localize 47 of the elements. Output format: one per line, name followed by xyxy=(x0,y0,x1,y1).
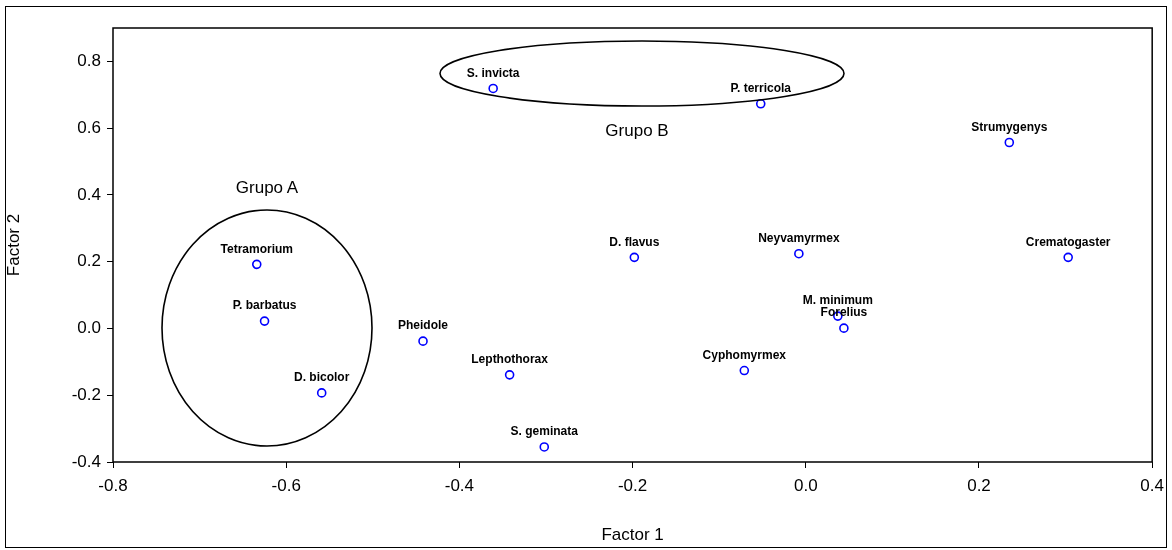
annotation: Forelius xyxy=(820,305,868,320)
x-tick-label: 0.4 xyxy=(1140,475,1164,495)
point xyxy=(794,248,804,259)
x-tick-label: 0.2 xyxy=(967,475,991,495)
annotation: D. flavus xyxy=(609,234,660,249)
point xyxy=(839,323,849,333)
annotation: P. barbatus xyxy=(232,298,297,313)
point xyxy=(629,252,640,263)
y-tick-label: -0.2 xyxy=(71,384,101,404)
annotation: P. terricola xyxy=(730,81,792,96)
point xyxy=(755,98,766,109)
annotation: Neyvamyrmex xyxy=(758,230,840,245)
point xyxy=(316,388,327,398)
point xyxy=(259,316,270,326)
annotation: S. invicta xyxy=(466,65,520,80)
y-tick-label: 0.2 xyxy=(77,251,101,271)
y-tick-label: -0.4 xyxy=(71,451,101,471)
point xyxy=(251,259,262,270)
x-axis-title: Factor 1 xyxy=(601,525,664,545)
annotation: Pheidole xyxy=(398,318,449,333)
annotation: Lepthothorax xyxy=(471,352,549,367)
x-tick-label: -0.8 xyxy=(98,475,128,495)
point xyxy=(1063,252,1073,263)
annotation: Cyphomyrmex xyxy=(702,347,787,362)
point xyxy=(1004,137,1015,148)
y-tick-label: 0.0 xyxy=(77,318,101,338)
annotation: M. minimum xyxy=(802,293,873,308)
y-tick-label: 0.8 xyxy=(77,51,101,71)
y-tick-label: 0.6 xyxy=(77,117,101,137)
annotation: S. geminata xyxy=(510,424,579,439)
x-tick-label: -0.6 xyxy=(271,475,301,495)
y-axis-title: Factor 2 xyxy=(3,213,23,277)
y-tick-label: 0.4 xyxy=(77,184,101,204)
annotation: Tetramorium xyxy=(220,241,293,256)
x-tick-label: 0.0 xyxy=(793,475,818,495)
annotation: Grupo A xyxy=(235,178,299,198)
annotation: Grupo B xyxy=(605,121,669,141)
annotation: D. bicolor xyxy=(294,370,350,385)
annotation: Crematogaster xyxy=(1025,234,1111,249)
point xyxy=(418,336,428,346)
annotation: Strumygenys xyxy=(971,119,1048,134)
x-tick-label: -0.4 xyxy=(444,475,475,495)
point xyxy=(488,83,498,94)
point xyxy=(539,442,550,452)
point xyxy=(504,370,515,380)
x-tick-label: -0.2 xyxy=(617,475,648,495)
point xyxy=(739,365,750,376)
